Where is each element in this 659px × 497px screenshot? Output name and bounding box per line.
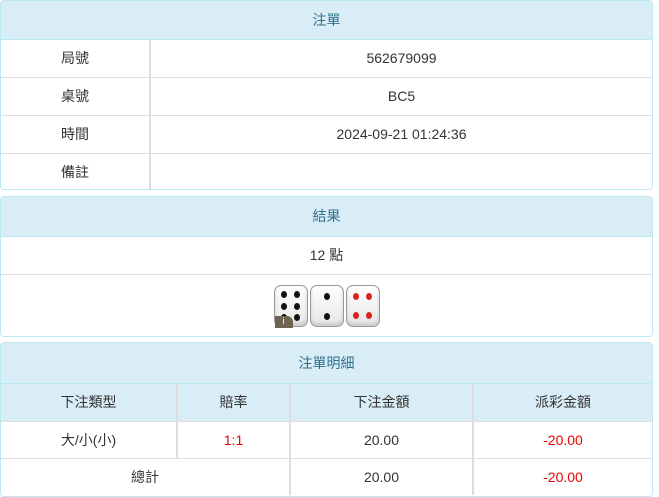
pip <box>293 291 300 299</box>
total-bet: 20.00 <box>289 457 473 495</box>
row-round: 局號 562679099 <box>1 40 652 77</box>
label: 備註 <box>1 152 150 189</box>
die-4 <box>345 284 380 327</box>
row-table: 桌號 BC5 <box>1 76 652 115</box>
label: 桌號 <box>1 76 150 115</box>
total-payout: -20.00 <box>472 457 652 495</box>
pip <box>365 293 372 301</box>
pip <box>281 291 288 299</box>
table-row: 大/小(小) 1:1 20.00 -20.00 <box>1 420 652 458</box>
value: 2024-09-21 01:24:36 <box>149 114 652 153</box>
order-panel: 注單 局號 562679099 桌號 BC5 時間 2024-09-21 01:24:… <box>0 0 653 190</box>
pip <box>293 302 300 310</box>
payout: -20.00 <box>472 420 652 458</box>
value <box>149 152 652 189</box>
pip <box>293 313 300 321</box>
col-bet: 下注金額 <box>289 384 473 421</box>
result-panel: 結果 12 點 i <box>0 196 653 337</box>
pip <box>323 292 330 300</box>
col-odds: 賠率 <box>176 384 290 421</box>
die-2 <box>309 284 344 327</box>
bet-type: 大/小(小) <box>1 420 177 458</box>
total-row: 總計 20.00 -20.00 <box>1 457 652 495</box>
header-row: 下注類型 賠率 下注金額 派彩金額 <box>1 384 652 421</box>
col-payout: 派彩金額 <box>472 384 652 421</box>
row-time: 時間 2024-09-21 01:24:36 <box>1 114 652 153</box>
result-points: 12 點 <box>309 247 344 263</box>
pip <box>353 311 360 319</box>
order-table: 局號 562679099 桌號 BC5 時間 2024-09-21 01:24:36 … <box>1 40 652 189</box>
pip <box>281 302 288 310</box>
bet-amount: 20.00 <box>289 420 473 458</box>
pip <box>365 311 372 319</box>
info-badge[interactable]: i <box>274 315 293 328</box>
odds: 1:1 <box>176 420 290 458</box>
order-title: 注單 <box>1 1 652 40</box>
die-6: i <box>273 284 308 328</box>
details-panel: 注單明細 下注類型 賠率 下注金額 派彩金額 大/小(小) 1:1 20.00 … <box>0 342 653 497</box>
value: 562679099 <box>149 40 652 77</box>
label: 時間 <box>1 114 150 153</box>
details-title: 注單明細 <box>1 343 652 384</box>
details-table: 下注類型 賠率 下注金額 派彩金額 大/小(小) 1:1 20.00 -20.0… <box>1 384 652 495</box>
result-title: 結果 <box>1 197 652 237</box>
value: BC5 <box>149 76 652 115</box>
pip <box>323 312 330 320</box>
total-label: 總計 <box>1 457 290 495</box>
pip <box>353 293 360 301</box>
col-type: 下注類型 <box>1 384 177 421</box>
row-note: 備註 <box>1 152 652 189</box>
dice-row: i <box>1 274 652 336</box>
label: 局號 <box>61 50 89 67</box>
